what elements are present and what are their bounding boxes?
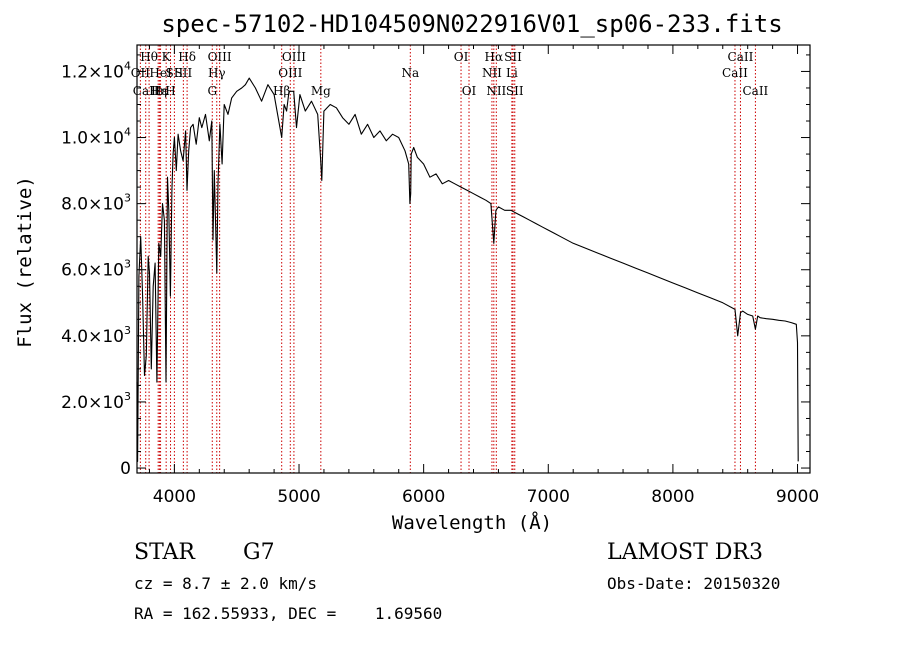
x-tick-label: 9000	[776, 487, 819, 507]
subclass: G7	[243, 540, 275, 565]
x-tick-label: 4000	[153, 487, 196, 507]
spectral-line-label: OIII	[208, 50, 232, 64]
y-tick-label: 4.0×103	[61, 324, 131, 347]
spectral-line-label: SII	[175, 66, 193, 80]
x-tick-label: 8000	[651, 487, 694, 507]
spectral-line-label: Hδ	[178, 50, 196, 64]
spectral-line-label: Hβ	[273, 84, 290, 98]
spectral-line-label: OIII	[282, 50, 306, 64]
y-tick-label: 0	[120, 459, 131, 479]
obs-date: Obs-Date: 20150320	[607, 574, 780, 593]
spectral-line-label: Hγ	[208, 66, 226, 80]
x-tick-label: 6000	[402, 487, 445, 507]
spectral-line-label: Na	[401, 66, 419, 80]
ra-dec: RA = 162.55933, DEC = 1.69560	[134, 604, 442, 623]
x-tick-label: 7000	[527, 487, 570, 507]
spectral-line-label: OI	[462, 84, 477, 98]
spectral-line-label: OII	[131, 66, 151, 80]
plot-frame	[136, 44, 811, 474]
x-tick-label: 5000	[277, 487, 320, 507]
spectral-line-markers	[139, 45, 756, 473]
object-type: STAR	[134, 540, 196, 565]
spectral-line-label: SII	[506, 84, 524, 98]
y-tick-label: 2.0×103	[61, 390, 131, 413]
y-tick-label: 8.0×103	[61, 192, 131, 215]
spectral-line-label: Mg	[311, 84, 331, 98]
spectral-line-label: NII	[486, 84, 506, 98]
spectral-line-labels: HθOIICaIIHεHeIKSIIHηHHδSIIOIIIHγGOIIIOII…	[131, 50, 769, 98]
spectral-line-label: G	[207, 84, 217, 98]
spectral-line-label: OIII	[278, 66, 302, 80]
spectral-line-label: OI	[454, 50, 469, 64]
spectral-line-label: CaII	[728, 50, 754, 64]
spectral-line-label: Hε	[151, 84, 168, 98]
spectral-line-label: SII	[504, 50, 522, 64]
spectral-line-label: NII	[482, 66, 502, 80]
flux-curve	[136, 77, 799, 462]
spectral-line-label: H	[165, 84, 175, 98]
spectral-line-label: HeI	[149, 66, 172, 80]
survey-name: LAMOST DR3	[607, 540, 763, 565]
x-axis-ticks: 4000 5000 6000 7000 8000 9000	[148, 45, 819, 507]
spectral-line-label: CaII	[742, 84, 768, 98]
y-tick-label: 1.2×104	[61, 59, 131, 82]
spectral-line-label: CaII	[722, 66, 748, 80]
y-tick-label: 6.0×103	[61, 258, 131, 281]
spectral-line-label: Li	[506, 66, 518, 80]
chart-title: spec-57102-HD104509N022916V01_sp06-233.f…	[161, 10, 782, 38]
y-axis-ticks: 0 2.0×103 4.0×103 6.0×103 8.0×103 1.0×104 1.2×…	[61, 54, 810, 479]
y-axis-label: Flux (relative)	[14, 176, 36, 348]
y-tick-label: 1.0×104	[61, 126, 131, 149]
x-axis-label: Wavelength (Å)	[392, 511, 552, 534]
spectral-line-label: SII	[166, 66, 184, 80]
spectral-line-label: Hα	[485, 50, 504, 64]
redshift-cz: cz = 8.7 ± 2.0 km/s	[134, 574, 317, 593]
spectral-line-label: Hη	[149, 84, 167, 98]
spectral-line-label: K	[162, 50, 172, 64]
spectral-line-label: Hθ	[140, 50, 158, 64]
